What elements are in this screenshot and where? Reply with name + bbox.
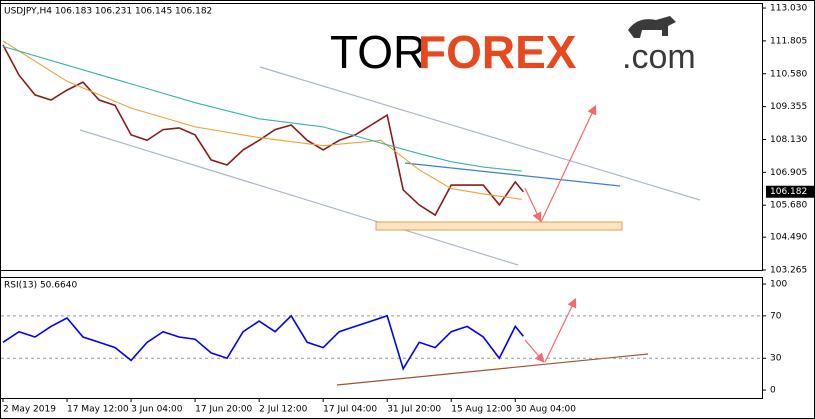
y-tick-label: 103.265 — [770, 266, 807, 276]
series-line — [2, 40, 522, 200]
support-zone — [375, 221, 623, 231]
rsi-trendline — [336, 353, 649, 386]
y-tick-label: 113.030 — [770, 4, 807, 14]
last-price-label: 106.182 — [770, 187, 807, 197]
y-tick-label: 110.580 — [770, 69, 807, 79]
channel-upper — [259, 66, 701, 201]
price-title: USDJPY,H4 106.183 106.231 106.145 106.18… — [4, 7, 212, 17]
logo-prefix: TOR — [330, 26, 426, 78]
series-line — [2, 314, 524, 371]
rsi-title: RSI(13) 50.6640 — [4, 281, 77, 291]
resistance-line — [404, 162, 621, 187]
y-tick-label: 106.905 — [770, 168, 807, 178]
y-tick-label: 105.680 — [770, 201, 807, 211]
arrow-up — [540, 104, 597, 223]
y-tick-label: 30 — [770, 354, 782, 364]
x-tick-label: 17 Jul 04:00 — [323, 405, 377, 415]
price-panel — [0, 3, 763, 271]
y-tick-label: 0 — [770, 386, 776, 396]
x-tick-label: 2 Jul 12:00 — [259, 405, 308, 415]
logo-bull — [628, 16, 676, 38]
rsi-panel — [0, 277, 763, 399]
last-price-box — [766, 185, 814, 198]
x-tick-label: 30 Aug 04:00 — [515, 405, 576, 415]
x-tick-label: 3 Jun 04:00 — [131, 405, 183, 415]
x-tick-label: 17 Jun 20:00 — [195, 405, 252, 415]
logo-main: FOREX — [418, 26, 577, 78]
logo-suffix: .com — [622, 38, 696, 76]
x-tick-label: 15 Aug 12:00 — [451, 405, 512, 415]
y-tick-label: 108.130 — [770, 135, 807, 145]
rsi-arrow-up — [544, 297, 577, 363]
channel-lower — [79, 129, 519, 266]
x-tick-label: 31 Jul 20:00 — [387, 405, 441, 415]
arrow-down — [524, 187, 542, 223]
y-tick-label: 111.805 — [770, 36, 807, 46]
y-tick-label: 70 — [770, 311, 782, 321]
y-tick-label: 100 — [770, 280, 787, 290]
y-tick-label: 109.355 — [770, 102, 807, 112]
annotations — [79, 66, 701, 386]
x-tick-label: 2 May 2019 — [3, 405, 56, 415]
last-price-marker: 106.182 — [766, 185, 814, 198]
series-line — [2, 45, 522, 172]
y-tick-label: 104.490 — [770, 233, 807, 243]
watermark: TOR FOREX .com — [330, 16, 696, 78]
rsi-arrow-down — [524, 339, 545, 363]
x-tick-label: 17 May 12:00 — [67, 405, 129, 415]
